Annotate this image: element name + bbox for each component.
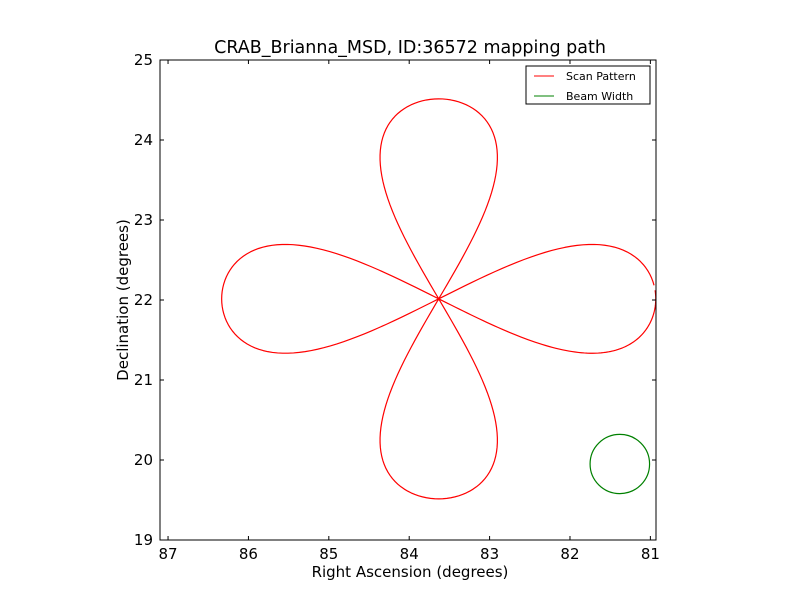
plot-frame xyxy=(159,59,657,541)
y-tick-label: 24 xyxy=(134,131,153,149)
x-tick-label: 85 xyxy=(319,545,338,563)
legend-label-beam-width: Beam Width xyxy=(566,90,633,103)
x-tick-label: 84 xyxy=(400,545,419,563)
plot-area xyxy=(160,60,656,540)
x-tick-label: 86 xyxy=(239,545,258,563)
scan-pattern-line xyxy=(221,98,656,500)
x-tick-label: 81 xyxy=(641,545,660,563)
legend-box xyxy=(525,65,651,105)
x-tick-label: 87 xyxy=(158,545,177,563)
y-axis-label: Declination (degrees) xyxy=(114,219,132,381)
legend: Scan Pattern Beam Width xyxy=(525,65,651,105)
y-tick-label: 23 xyxy=(134,211,153,229)
beam-width-circle xyxy=(589,433,651,495)
chart-title: CRAB_Brianna_MSD, ID:36572 mapping path xyxy=(214,38,606,58)
y-tick-label: 22 xyxy=(134,291,153,309)
x-tick-label: 82 xyxy=(560,545,579,563)
x-tick-label: 83 xyxy=(480,545,499,563)
y-tick-label: 25 xyxy=(134,51,153,69)
y-tick-label: 20 xyxy=(134,451,153,469)
x-axis-label: Right Ascension (degrees) xyxy=(312,563,509,581)
series-layer xyxy=(221,98,656,500)
tick-layer: 87 86 85 84 83 82 81 19 20 21 22 23 24 25 xyxy=(134,51,660,563)
y-tick-label: 19 xyxy=(134,531,153,549)
y-tick-label: 21 xyxy=(134,371,153,389)
legend-label-scan-pattern: Scan Pattern xyxy=(566,70,636,83)
